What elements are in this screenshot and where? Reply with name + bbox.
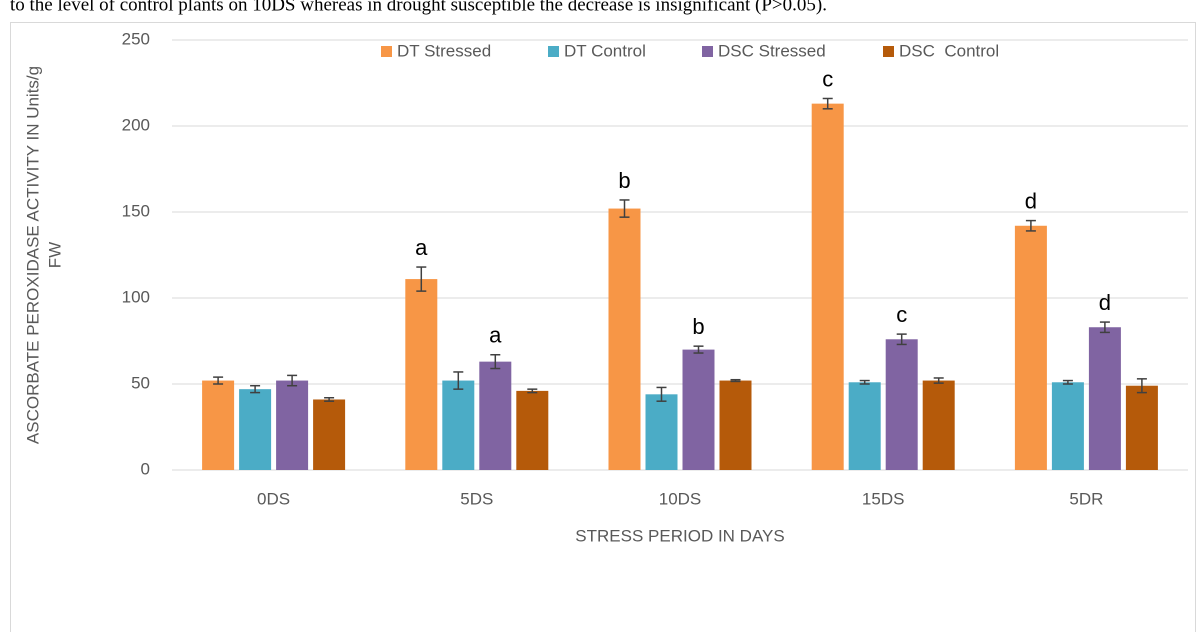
legend-label: DSC Control xyxy=(899,41,999,60)
x-tick-label: 5DR xyxy=(1069,489,1103,508)
bar xyxy=(682,349,715,470)
error-bar xyxy=(859,379,870,385)
x-tick-label: 15DS xyxy=(862,489,905,508)
legend-label: DT Stressed xyxy=(397,41,491,60)
error-bar xyxy=(933,377,944,384)
error-bar xyxy=(1099,321,1110,334)
error-bar xyxy=(250,384,261,394)
y-tick-label: 0 xyxy=(141,459,150,478)
error-bar xyxy=(619,199,630,218)
bar xyxy=(1125,385,1158,470)
error-bar xyxy=(822,97,833,110)
error-bar xyxy=(896,333,907,346)
error-bar xyxy=(730,378,741,383)
bar xyxy=(922,380,955,470)
bar xyxy=(848,382,881,470)
legend-swatch xyxy=(548,46,559,57)
error-bar xyxy=(1136,378,1147,394)
significance-label: b xyxy=(692,314,704,339)
error-bar xyxy=(453,371,464,390)
error-bar xyxy=(656,386,667,402)
legend-label: DSC Stressed xyxy=(718,41,826,60)
error-bar xyxy=(527,388,538,394)
error-bar xyxy=(416,266,427,292)
error-bar xyxy=(213,376,224,385)
y-tick-label: 50 xyxy=(131,373,150,392)
y-tick-label: 250 xyxy=(122,29,150,48)
y-tick-label: 100 xyxy=(122,287,150,306)
significance-label: d xyxy=(1099,290,1111,315)
bar xyxy=(1051,382,1084,470)
significance-label: a xyxy=(489,323,502,348)
legend-swatch xyxy=(381,46,392,57)
x-tick-label: 0DS xyxy=(257,489,290,508)
error-bar xyxy=(1062,379,1073,385)
bar xyxy=(276,380,309,470)
bar xyxy=(1014,225,1047,470)
chart-frame xyxy=(10,22,1196,632)
bar xyxy=(442,380,475,470)
error-bar xyxy=(324,397,335,402)
bar xyxy=(719,380,752,470)
bar xyxy=(479,361,512,470)
bar xyxy=(811,103,844,470)
bar xyxy=(313,399,346,470)
y-tick-label: 150 xyxy=(122,201,150,220)
error-bar xyxy=(490,354,501,370)
bar xyxy=(885,339,918,470)
bar xyxy=(645,394,678,470)
significance-label: a xyxy=(415,235,428,260)
legend-swatch xyxy=(883,46,894,57)
bar xyxy=(608,208,641,470)
y-axis-label: FW xyxy=(45,242,64,268)
significance-label: b xyxy=(618,168,630,193)
error-bar xyxy=(693,345,704,354)
document-text: to the level of control plants on 10DS w… xyxy=(10,0,827,15)
significance-label: c xyxy=(896,302,907,327)
error-bar xyxy=(287,374,298,387)
x-tick-label: 5DS xyxy=(460,489,493,508)
bar xyxy=(1088,327,1121,470)
bar xyxy=(516,390,549,470)
error-bar xyxy=(1025,219,1036,232)
significance-label: d xyxy=(1025,188,1037,213)
legend-swatch xyxy=(702,46,713,57)
y-axis-label: ASCORBATE PEROXIDASE ACTIVITY IN Units/g xyxy=(23,66,42,444)
significance-label: c xyxy=(822,66,833,91)
bar xyxy=(239,389,272,470)
bar xyxy=(405,279,438,470)
bar xyxy=(202,380,235,470)
y-tick-label: 200 xyxy=(122,115,150,134)
x-tick-label: 10DS xyxy=(659,489,702,508)
x-axis-label: STRESS PERIOD IN DAYS xyxy=(575,526,784,545)
legend-label: DT Control xyxy=(564,41,646,60)
